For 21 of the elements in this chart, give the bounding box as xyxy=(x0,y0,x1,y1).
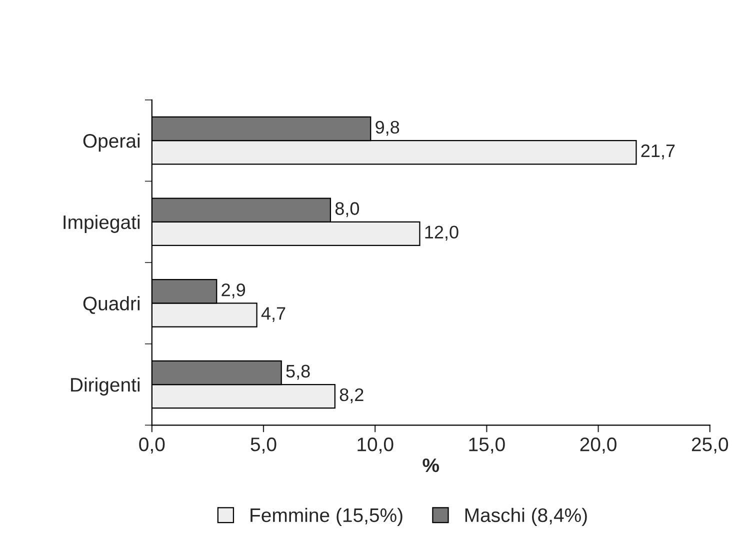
y-tick-label: Quadri xyxy=(83,296,140,314)
x-tick-label: 20,0 xyxy=(580,437,616,454)
x-tick-label: 5,0 xyxy=(250,437,276,454)
x-tick-label: 25,0 xyxy=(692,437,728,454)
x-tick-label: 0,0 xyxy=(139,437,165,454)
y-tick-label: Dirigenti xyxy=(71,377,140,396)
data-label: 8,0 xyxy=(335,202,360,218)
data-label: 12,0 xyxy=(425,226,458,241)
y-tick-label: Impiegati xyxy=(64,214,140,233)
data-label: 2,9 xyxy=(222,283,246,298)
legend-label: Maschi (8,4%) xyxy=(465,508,587,526)
y-tick-label: Operai xyxy=(83,134,140,152)
x-tick-label: 10,0 xyxy=(358,437,394,454)
data-label: 4,7 xyxy=(261,307,286,322)
legend-label: Femmine (15,5%) xyxy=(250,508,402,526)
data-label: 8,2 xyxy=(340,388,364,404)
data-label: 5,8 xyxy=(286,364,310,380)
data-label: 9,8 xyxy=(376,120,400,136)
x-tick-label: 15,0 xyxy=(469,437,505,454)
x-axis-title: % xyxy=(422,458,440,472)
data-label: 21,7 xyxy=(641,144,675,160)
